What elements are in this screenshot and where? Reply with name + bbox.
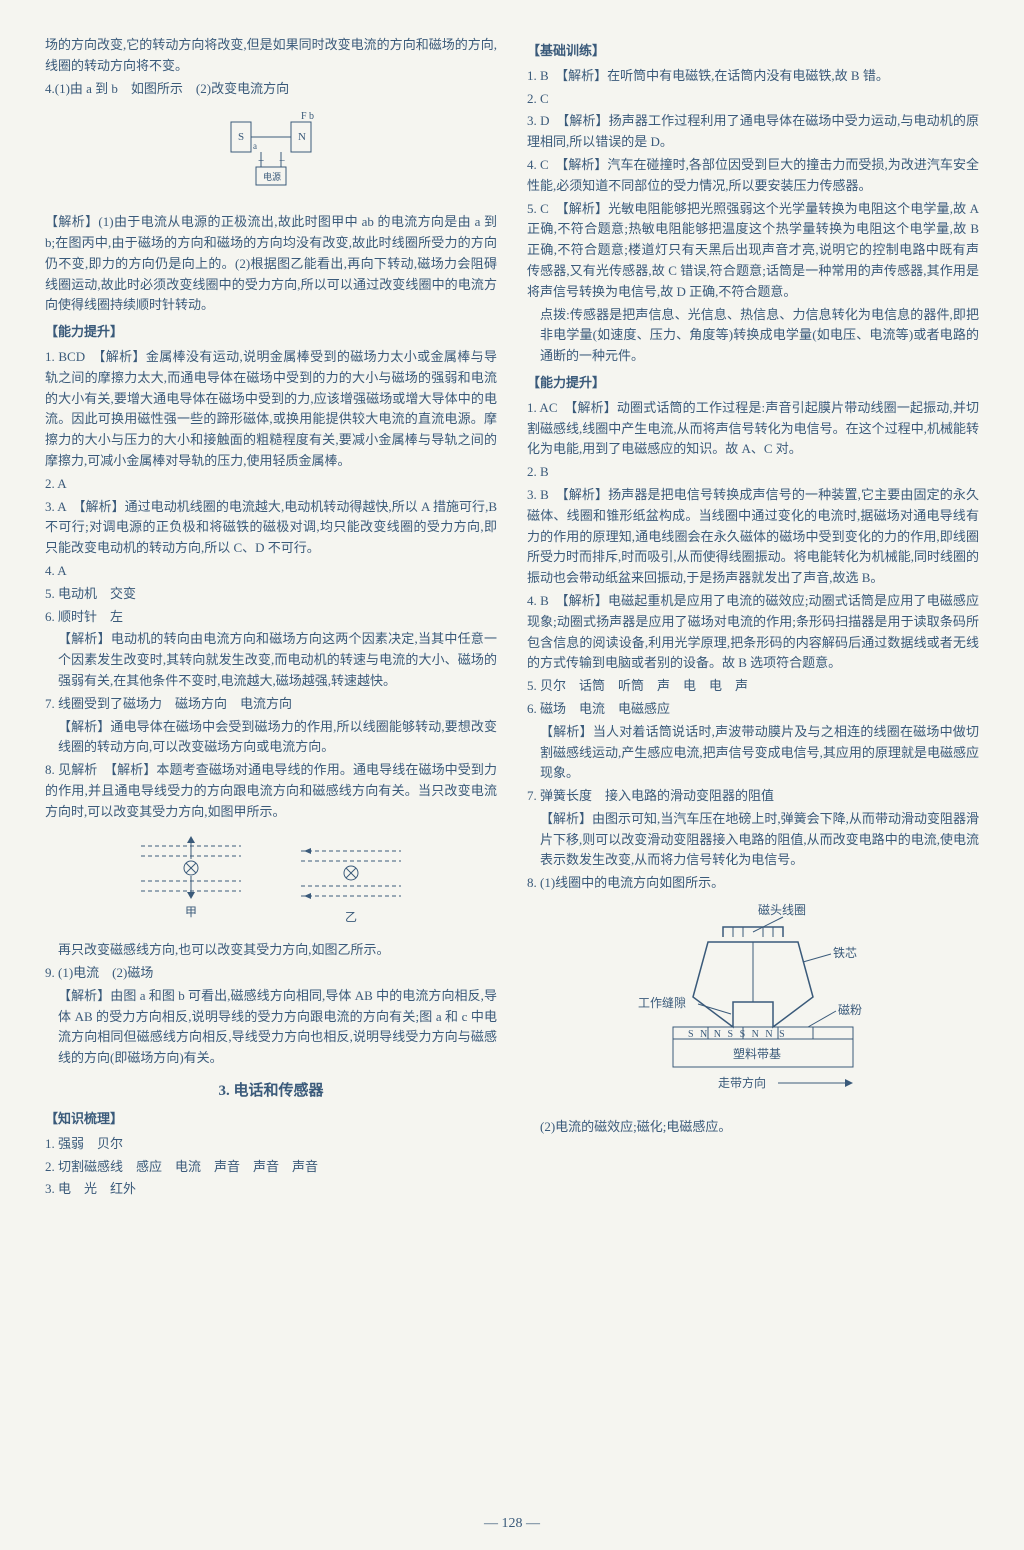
svg-text:N: N <box>298 131 306 143</box>
item-4-header: 4.(1)由 a 到 b 如图所示 (2)改变电流方向 <box>45 79 497 100</box>
left-item-9: 9. (1)电流 (2)磁场 <box>45 963 497 984</box>
a4: 4. B 【解析】电磁起重机是应用了电流的磁效应;动圈式话筒是应用了电磁感应现象… <box>527 591 979 674</box>
b5-point: 点拨:传感器是把声信息、光信息、热信息、力信息转化为电信息的器件,即把非电学量(… <box>527 305 979 367</box>
svg-text:−: − <box>279 155 285 167</box>
svg-text:电源: 电源 <box>263 171 281 182</box>
figure-1: S N F b a 电源 + − <box>45 107 497 204</box>
k1: 1. 强弱 贝尔 <box>45 1134 497 1155</box>
b1: 1. B 【解析】在听筒中有电磁铁,在话筒内没有电磁铁,故 B 错。 <box>527 66 979 87</box>
left-item-8: 8. 见解析 【解析】本题考查磁场对通电导线的作用。通电导线在磁场中受到力的作用… <box>45 760 497 822</box>
left-item-1: 1. BCD 【解析】金属棒没有运动,说明金属棒受到的磁场力太小或金属棒与导轨之… <box>45 347 497 472</box>
right-column: 【基础训练】 1. B 【解析】在听筒中有电磁铁,在话筒内没有电磁铁,故 B 错… <box>527 35 979 1202</box>
label-direction: 走带方向 <box>718 1075 766 1090</box>
analysis-a7: 【解析】由图示可知,当汽车压在地磅上时,弹簧会下降,从而带动滑动变阻器滑片下移,… <box>527 809 979 871</box>
label-gap: 工作缝隙 <box>638 995 686 1010</box>
a3: 3. B 【解析】扬声器是把电信号转换成声信号的一种装置,它主要由固定的永久磁体… <box>527 485 979 589</box>
k3: 3. 电 光 红外 <box>45 1179 497 1200</box>
item-8-after: 再只改变磁感线方向,也可以改变其受力方向,如图乙所示。 <box>45 940 497 961</box>
left-item-7: 7. 线圈受到了磁场力 磁场方向 电流方向 <box>45 694 497 715</box>
svg-text:F b: F b <box>301 111 314 122</box>
svg-text:+: + <box>258 155 264 167</box>
knowledge-header: 【知识梳理】 <box>45 1109 497 1130</box>
left-column: 场的方向改变,它的转动方向将改变,但是如果同时改变电流的方向和磁场的方向,线圈的… <box>45 35 497 1202</box>
diagram-title: 磁头线圈 <box>758 902 806 917</box>
basic-header: 【基础训练】 <box>527 41 979 62</box>
analysis-7: 【解析】通电导体在磁场中会受到磁场力的作用,所以线圈能够转动,要想改变线圈的转动… <box>45 717 497 759</box>
chapter-title: 3. 电话和传感器 <box>45 1079 497 1103</box>
left-item-5: 5. 电动机 交变 <box>45 584 497 605</box>
b4: 4. C 【解析】汽车在碰撞时,各部位因受到巨大的撞击力而受损,为改进汽车安全性… <box>527 155 979 197</box>
fig-yi-label: 乙 <box>345 910 357 924</box>
label-tape-base: 塑料带基 <box>733 1046 781 1061</box>
b2: 2. C <box>527 89 979 110</box>
left-item-6: 6. 顺时针 左 <box>45 607 497 628</box>
a5: 5. 贝尔 话筒 听筒 声 电 电 声 <box>527 676 979 697</box>
figure-3-tape-head: 磁头线圈 铁芯 工作缝隙 磁粉 S N N S S N N S <box>527 902 979 1109</box>
a8: 8. (1)线圈中的电流方向如图所示。 <box>527 873 979 894</box>
fig-jia-label: 甲 <box>185 905 197 919</box>
k2: 2. 切割磁感线 感应 电流 声音 声音 声音 <box>45 1157 497 1178</box>
a2: 2. B <box>527 462 979 483</box>
b5: 5. C 【解析】光敏电阻能够把光照强弱这个光学量转换为电阻这个电学量,故 A … <box>527 199 979 303</box>
page-number: — 128 — <box>484 1513 540 1535</box>
figure-2: 甲 乙 <box>45 831 497 933</box>
page-container: 场的方向改变,它的转动方向将改变,但是如果同时改变电流的方向和磁场的方向,线圈的… <box>45 35 979 1202</box>
svg-text:a: a <box>253 141 257 151</box>
analysis-9: 【解析】由图 a 和图 b 可看出,磁感线方向相同,导体 AB 中的电流方向相反… <box>45 986 497 1069</box>
b3: 3. D 【解析】扬声器工作过程利用了通电导体在磁场中受力运动,与电动机的原理相… <box>527 111 979 153</box>
left-item-3: 3. A 【解析】通过电动机线圈的电流越大,电动机转动得越快,所以 A 措施可行… <box>45 497 497 559</box>
left-item-4: 4. A <box>45 561 497 582</box>
ability-header-2: 【能力提升】 <box>527 373 979 394</box>
left-item-2: 2. A <box>45 474 497 495</box>
analysis-a6: 【解析】当人对着话筒说话时,声波带动膜片及与之相连的线圈在磁场中做切割磁感线运动… <box>527 722 979 784</box>
svg-text:S: S <box>238 131 244 143</box>
a7: 7. 弹簧长度 接入电路的滑动变阻器的阻值 <box>527 786 979 807</box>
ability-header: 【能力提升】 <box>45 322 497 343</box>
a1: 1. AC 【解析】动圈式话筒的工作过程是:声音引起膜片带动线圈一起振动,并切割… <box>527 398 979 460</box>
a8-2: (2)电流的磁效应;磁化;电磁感应。 <box>527 1117 979 1138</box>
a6: 6. 磁场 电流 电磁感应 <box>527 699 979 720</box>
analysis-4: 【解析】(1)由于电流从电源的正极流出,故此时图甲中 ab 的电流方向是由 a … <box>45 212 497 316</box>
intro-text: 场的方向改变,它的转动方向将改变,但是如果同时改变电流的方向和磁场的方向,线圈的… <box>45 35 497 77</box>
analysis-6: 【解析】电动机的转向由电流方向和磁场方向这两个因素决定,当其中任意一个因素发生改… <box>45 629 497 691</box>
magnet-pattern: S N N S S N N S <box>688 1029 787 1040</box>
label-powder: 磁粉 <box>838 1002 862 1017</box>
label-iron-core: 铁芯 <box>833 946 857 960</box>
